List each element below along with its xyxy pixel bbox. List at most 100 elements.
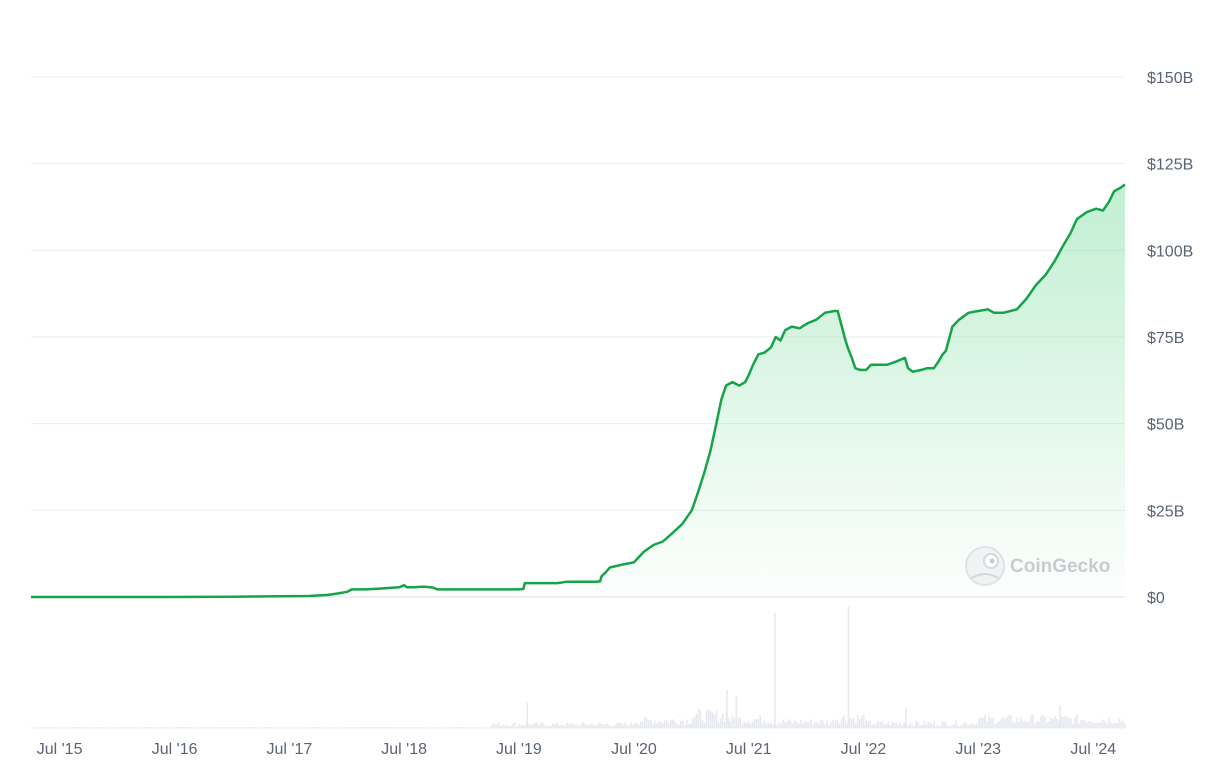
volume-bar <box>792 722 794 728</box>
volume-bar <box>776 724 778 728</box>
volume-bar <box>915 720 918 728</box>
volume-bar <box>425 727 427 728</box>
volume-bar <box>345 727 347 728</box>
volume-bar <box>782 719 784 728</box>
volume-bar <box>620 722 622 728</box>
volume-bar <box>333 727 335 728</box>
volume-bar <box>518 724 520 728</box>
volume-bar <box>633 722 636 728</box>
volume-bar <box>349 727 351 728</box>
volume-bar <box>802 723 804 728</box>
market-cap-line[interactable] <box>31 183 1126 599</box>
volume-bar <box>207 727 209 728</box>
volume-bar <box>891 721 894 728</box>
volume-bar <box>289 727 291 728</box>
volume-bar <box>804 721 806 728</box>
volume-bar <box>693 716 696 728</box>
volume-bar <box>639 721 642 728</box>
volume-bar <box>1086 722 1088 728</box>
volume-bar <box>367 727 369 728</box>
volume-bar <box>137 727 139 728</box>
volume-bar <box>473 727 475 728</box>
volume-bar <box>596 724 598 728</box>
volume-bar <box>373 727 375 728</box>
volume-bar <box>377 727 379 728</box>
volume-bar <box>245 727 247 728</box>
volume-bar <box>81 727 83 728</box>
volume-bar <box>1018 721 1020 728</box>
volume-bar <box>925 724 928 728</box>
volume-bar <box>602 724 604 728</box>
volume-bar <box>1000 719 1002 728</box>
volume-bar <box>1090 721 1092 728</box>
volume-bar <box>223 727 225 728</box>
volume-bar <box>351 727 353 728</box>
volume-bar <box>1080 719 1082 728</box>
volume-bar <box>447 727 449 728</box>
volume-bar <box>457 727 459 728</box>
volume-bar <box>1064 716 1066 728</box>
y-tick-label: $125B <box>1147 157 1193 174</box>
volume-bar <box>826 720 828 728</box>
volume-bar <box>235 727 237 728</box>
volume-bar <box>715 710 718 728</box>
volume-bar <box>369 727 371 728</box>
volume-bar <box>697 709 700 728</box>
volume-bar <box>479 727 481 728</box>
volume-bar <box>383 727 385 728</box>
volume-bar <box>251 727 253 728</box>
volume-bar <box>335 727 337 728</box>
volume-bar <box>329 727 331 728</box>
volume-bar <box>671 719 674 728</box>
volume-bar <box>576 723 578 728</box>
volume-bar <box>645 718 648 728</box>
volume-bar <box>177 727 179 728</box>
volume-bar <box>1072 723 1074 728</box>
volume-bar <box>247 727 249 728</box>
volume-bar <box>988 715 990 728</box>
volume-bar <box>279 727 281 728</box>
volume-bar <box>363 727 365 728</box>
volume-bar <box>980 717 982 728</box>
volume-bar <box>628 726 630 728</box>
volume-bar <box>259 727 261 728</box>
volume-bar <box>1002 716 1004 728</box>
volume-bar <box>844 720 847 728</box>
volume-bar <box>427 727 429 728</box>
volume-bar <box>191 727 193 728</box>
volume-bar <box>667 723 670 728</box>
x-tick-label: Jul '15 <box>37 741 83 758</box>
volume-bar <box>751 721 754 728</box>
volume-bar <box>862 715 865 728</box>
volume-bar <box>520 725 522 728</box>
volume-bar <box>153 727 155 728</box>
grid-lines <box>31 76 1125 729</box>
volume-spike <box>774 612 776 728</box>
volume-bar <box>818 723 820 728</box>
volume-bar <box>149 727 151 728</box>
volume-bar <box>731 715 734 728</box>
volume-bar <box>949 725 952 728</box>
volume-bar <box>113 727 115 728</box>
volume-bar <box>681 721 684 728</box>
volume-bar <box>512 723 514 728</box>
volume-bar <box>1054 716 1056 728</box>
volume-bar <box>103 727 105 728</box>
volume-bar <box>556 722 558 728</box>
volume-bar <box>514 722 516 728</box>
volume-bar <box>205 727 207 728</box>
volume-bar <box>281 727 283 728</box>
volume-bar <box>996 723 998 728</box>
volume-bar <box>435 727 437 728</box>
y-axis: $0 $25B $50B $75B $100B $125B $150B <box>1147 70 1193 607</box>
volume-bar <box>550 725 552 728</box>
volume-bar <box>461 727 463 728</box>
volume-bar <box>405 727 407 728</box>
watermark-text: CoinGecko <box>1010 556 1110 577</box>
volume-bar <box>788 719 790 728</box>
volume-bar <box>443 727 445 728</box>
volume-bar <box>159 727 161 728</box>
volume-bar <box>325 727 327 728</box>
volume-bar <box>895 722 898 728</box>
volume-bar <box>695 713 698 728</box>
